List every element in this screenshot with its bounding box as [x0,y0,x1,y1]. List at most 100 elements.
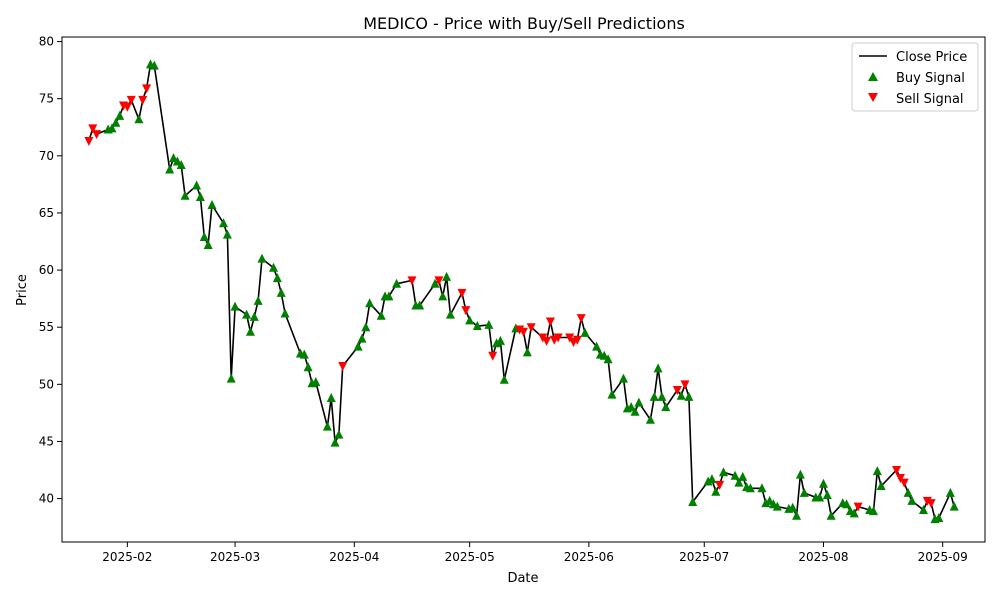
buy-signal-marker [376,310,386,320]
y-tick-label: 55 [39,320,54,334]
sell-signal-marker [892,466,902,476]
sell-signal-marker [926,499,936,509]
legend-buy-signal-label: Buy Signal [896,71,965,86]
y-tick-label: 50 [39,377,54,391]
buy-signal-marker [718,467,728,477]
buy-signal-marker [222,229,232,239]
buy-signal-marker [180,190,190,200]
buy-signal-marker [226,373,236,383]
legend-sell-signal-label: Sell Signal [896,92,964,107]
x-axis-label: Date [507,571,538,586]
buy-signal-marker [199,231,209,241]
buy-signal-marker [618,373,628,383]
buy-signal-marker [657,391,667,401]
y-tick-label: 40 [39,492,54,506]
buy-signal-marker [134,114,144,124]
buy-signal-marker [392,278,402,288]
buy-signal-marker [384,291,394,301]
chart-title: MEDICO - Price with Buy/Sell Predictions [363,14,685,33]
y-tick-label: 80 [39,35,54,49]
sell-signal-marker [572,335,582,345]
buy-signal-marker [945,487,955,497]
sell-signal-marker [542,336,552,346]
sell-signal-marker [515,325,525,335]
buy-signal-marker [430,278,440,288]
buy-signal-marker [761,498,771,508]
buy-signal-marker [645,414,655,424]
buy-signal-marker [703,476,713,486]
buy-signal-marker [415,300,425,310]
buy-signal-marker [353,341,363,351]
buy-signal-marker [230,301,240,311]
buy-signal-marker [653,363,663,373]
buy-signal-marker [822,490,832,500]
buy-signal-marker [818,478,828,488]
buy-signal-marker [634,397,644,407]
buy-signal-marker [792,510,802,520]
buy-signal-marker [311,377,321,387]
buy-signal-marker [207,199,217,209]
buy-signal-marker [495,335,505,345]
buy-signal-marker [303,362,313,372]
buy-signal-marker [592,341,602,351]
buy-signal-marker [242,309,252,319]
buy-signal-marker [876,481,886,491]
sell-signal-marker [576,314,586,324]
sell-signal-marker [88,124,98,134]
buy-signal-marker [815,492,825,502]
sell-signal-marker [84,136,94,146]
y-tick-label: 70 [39,149,54,163]
buy-signal-marker [788,502,798,512]
x-tick-label: 2025-09 [918,550,968,564]
x-tick-label: 2025-02 [102,550,152,564]
sell-signal-marker [526,323,536,333]
buy-signal-marker [176,159,186,169]
buy-signal-marker [484,319,494,329]
buy-signal-marker [322,421,332,431]
buy-signal-marker [826,510,836,520]
sell-signal-marker [126,95,136,105]
sell-signal-marker [488,351,498,361]
buy-signal-marker [219,218,229,228]
buy-signal-marker [192,180,202,190]
x-tick-label: 2025-06 [564,550,614,564]
buy-signal-marker [111,117,121,127]
sell-signal-marker [922,496,932,506]
buy-signal-marker [522,347,532,357]
buy-signal-marker [438,291,448,301]
buy-signal-marker [276,287,286,297]
buy-signal-marker [868,506,878,516]
legend-buy-signal-marker [868,72,878,81]
buy-signal-marker [738,471,748,481]
buy-signal-marker [334,429,344,439]
buy-signal-marker [280,308,290,318]
buy-signal-marker [661,402,671,412]
buy-signal-marker [603,354,613,364]
buy-signal-marker [688,497,698,507]
y-tick-label: 45 [39,434,54,448]
buy-signal-marker [849,508,859,518]
sell-signal-marker [138,95,148,105]
buy-signal-marker [907,495,917,505]
buy-signal-marker [649,391,659,401]
buy-signal-marker [357,333,367,343]
buy-signal-marker [445,309,455,319]
axis-ticks: 2025-02 2025-03 2025-04 2025-05 2025-06 2025-… [39,35,968,564]
buy-signal-marker [872,466,882,476]
sell-signal-marker [122,102,132,112]
buy-signal-marker [711,486,721,496]
buy-signal-marker [149,60,159,70]
legend-box [851,42,979,112]
x-tick-label: 2025-05 [445,550,495,564]
x-tick-label: 2025-08 [798,550,848,564]
buy-signal-marker [472,321,482,331]
sell-signal-marker [853,502,863,512]
sell-signal-marker [338,362,348,372]
buy-signal-marker [107,123,117,133]
close-price-line [88,63,955,520]
buy-signal-marker [330,437,340,447]
sell-signal-marker [895,474,905,484]
buy-signal-marker [795,469,805,479]
sell-signal-marker [519,327,528,337]
